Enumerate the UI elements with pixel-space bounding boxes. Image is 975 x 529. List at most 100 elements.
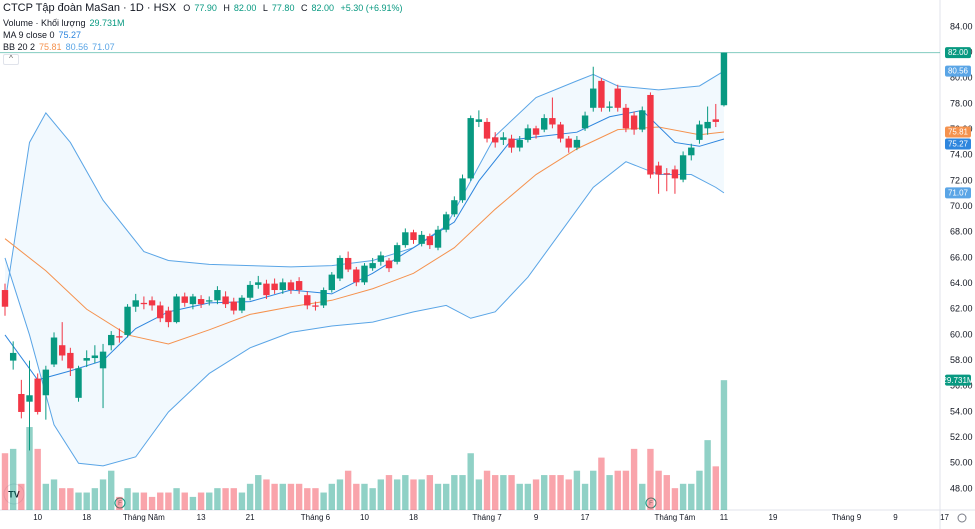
volume-bar [9, 448, 17, 510]
candle-body [524, 128, 532, 140]
candle-body [410, 232, 417, 240]
volume-bar [287, 483, 295, 510]
volume-bar [108, 470, 115, 510]
candle-body [557, 124, 564, 139]
volume-bar [246, 483, 254, 510]
volume-bar [206, 492, 213, 510]
candle-body [26, 395, 33, 402]
candle-body [459, 178, 466, 201]
volume-bar [720, 380, 728, 510]
ohlc: O 77.90 H 82.00 L 77.80 C 82.00 +5.30 (+6.91… [183, 3, 406, 13]
volume-bar [58, 488, 66, 510]
ma-tag-bg [945, 138, 971, 150]
volume-bar [344, 470, 352, 510]
volume-bar [214, 488, 221, 510]
x-tick-label: 17 [581, 513, 590, 522]
volume-bar [26, 427, 33, 510]
candle-body [165, 310, 172, 323]
indicator-legend: Volume · Khối lượng 29.731M [3, 18, 129, 28]
candle-body [361, 265, 368, 283]
candle-body [108, 334, 115, 346]
x-tick-label: Tháng Tám [655, 513, 696, 522]
y-tick-label: 68.00 [950, 227, 973, 237]
candle-body [385, 260, 393, 269]
volume-bar [590, 470, 597, 510]
x-tick-label: Tháng Năm [123, 513, 165, 522]
volume-bar [320, 492, 327, 510]
x-tick-label: 18 [82, 513, 91, 522]
candle-body [712, 119, 719, 122]
volume-bar [483, 470, 491, 510]
candle-body [271, 283, 278, 291]
candle-body [508, 138, 515, 148]
candle-body [238, 297, 246, 311]
volume-bar [295, 483, 303, 510]
volume-bar [508, 475, 515, 510]
y-tick-label: 80.00 [950, 73, 973, 83]
volume-bar [91, 488, 99, 510]
event-icon: F [645, 497, 657, 509]
volume-bar [312, 488, 319, 510]
indicator-value: 75.81 [39, 42, 62, 52]
candle-body [58, 345, 66, 356]
candle-body [91, 355, 99, 359]
candle-body [344, 257, 352, 270]
candle-body [679, 155, 687, 180]
ohlc-value: 77.90 [194, 3, 217, 13]
y-tick-label: 52.00 [950, 432, 973, 442]
bb-lower-tag-bg [945, 187, 971, 199]
volume-bar [532, 479, 540, 510]
volume-bar [606, 475, 613, 510]
candle-body [639, 110, 646, 130]
candle-body [451, 200, 458, 215]
volume-bar [475, 479, 483, 510]
candle-body [655, 165, 662, 175]
bb-upper-tag: 80.56 [948, 67, 969, 76]
change: +5.30 (+6.91%) [340, 3, 403, 13]
volume-bar [565, 479, 572, 510]
candle-body [475, 119, 483, 122]
candle-body [99, 351, 107, 369]
candle-body [263, 283, 270, 296]
candle-body [34, 378, 41, 412]
candle-body [541, 118, 548, 130]
candle-body [573, 139, 581, 148]
volume-bar [361, 483, 368, 510]
y-tick-label: 84.00 [950, 21, 973, 31]
candle-body [483, 121, 491, 139]
volume-bar [622, 470, 630, 510]
candle-body [328, 274, 335, 291]
x-tick-label: Tháng 7 [472, 513, 502, 522]
volume-bar [541, 475, 548, 510]
volume-bar [385, 475, 393, 510]
volume-bar [148, 496, 156, 510]
volume-tag-bg [945, 374, 971, 386]
candle-body [312, 305, 319, 307]
volume-bar [181, 492, 188, 510]
candles [1, 52, 728, 451]
y-tick-label: 58.00 [950, 355, 973, 365]
volume-bar [459, 475, 466, 510]
candle-body [442, 214, 450, 230]
volume-bar [328, 483, 335, 510]
volume-bar [581, 483, 589, 510]
candle-body [206, 300, 213, 302]
collapse-button[interactable]: ^ [3, 54, 19, 65]
candle-body [9, 352, 17, 361]
event-icon: F [114, 497, 126, 509]
volume-bar [614, 470, 621, 510]
volume-bar [467, 453, 474, 510]
candle-body [369, 263, 376, 269]
candle-body [467, 118, 474, 179]
candle-body [671, 169, 679, 179]
candle-body [124, 306, 131, 335]
candle-body [426, 236, 434, 246]
indicator-value: 80.56 [65, 42, 89, 52]
candle-body [377, 255, 385, 262]
settings-icon[interactable] [957, 513, 967, 523]
candle-body [606, 106, 613, 108]
candle-body [434, 229, 442, 248]
volume-bar [663, 475, 670, 510]
candle-body [320, 290, 327, 306]
